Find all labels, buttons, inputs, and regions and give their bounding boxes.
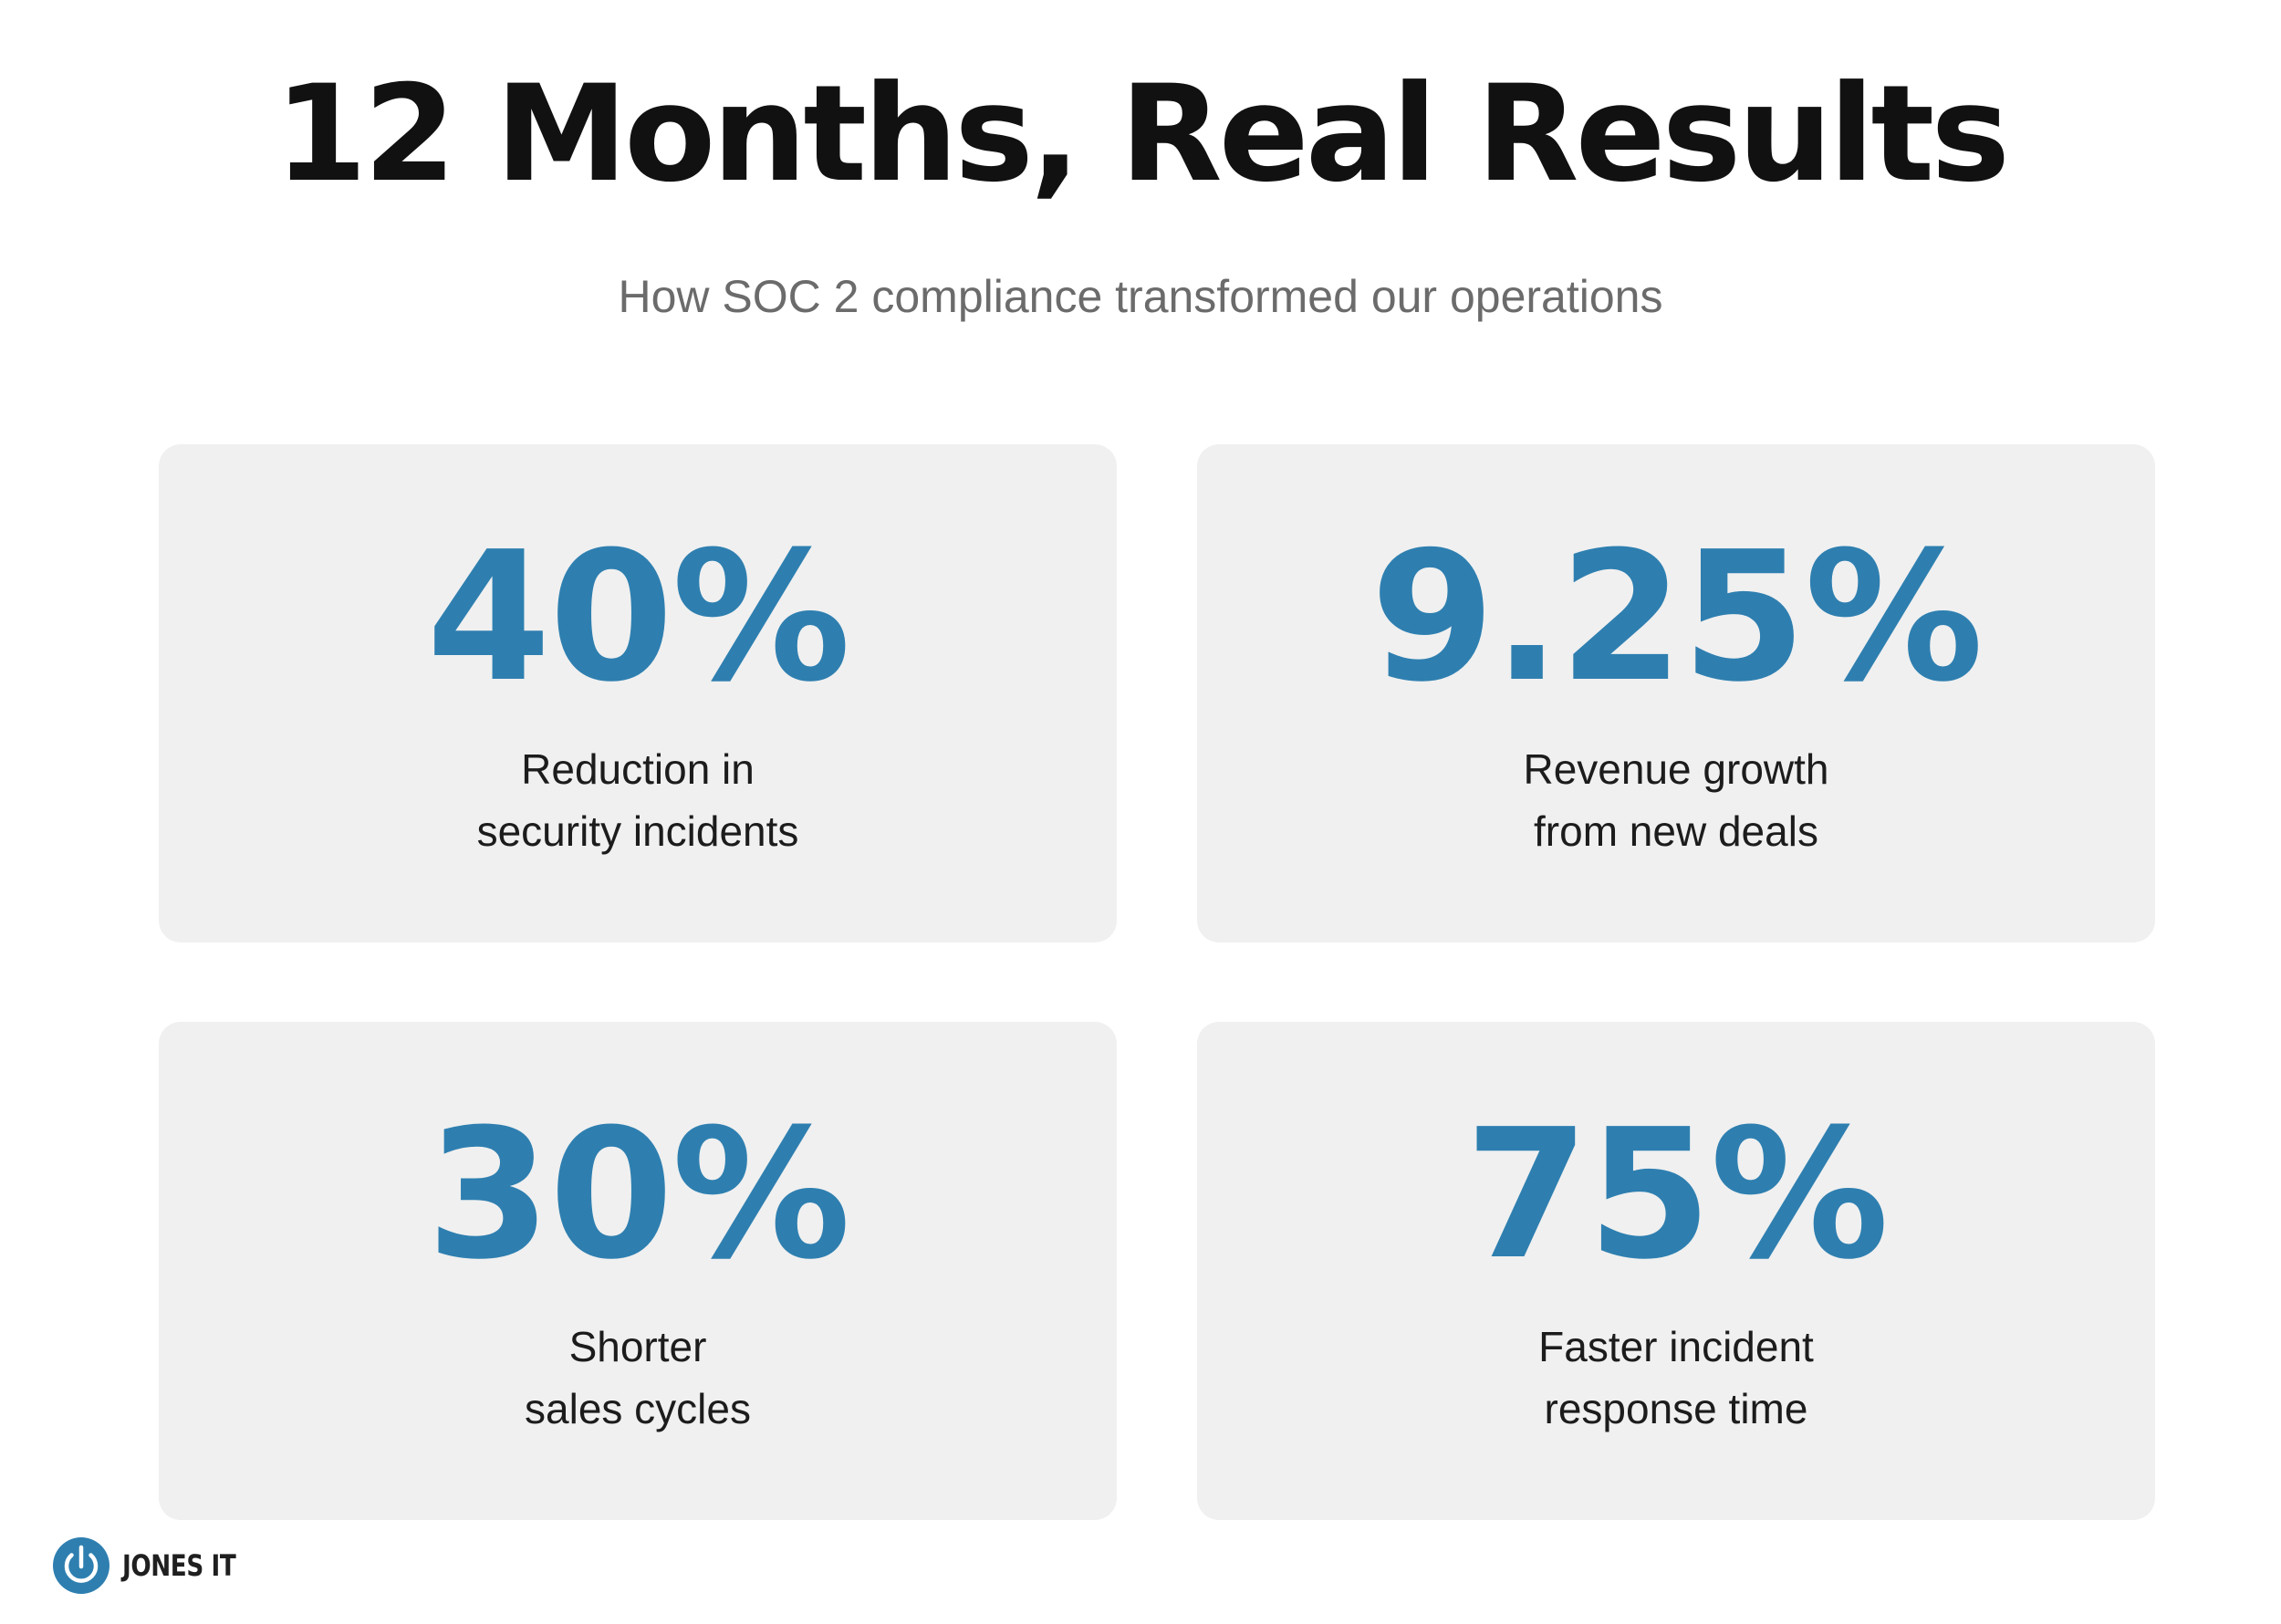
stat-label-line: security incidents (476, 807, 799, 855)
power-icon (53, 1537, 109, 1594)
stat-card-incident-response: 75% Faster incident response time (1197, 1022, 2155, 1520)
stat-label-line: response time (1544, 1385, 1808, 1432)
stat-label-line: sales cycles (525, 1385, 751, 1432)
stat-card-security-incidents: 40% Reduction in security incidents (159, 444, 1117, 942)
brand-logo: JONES IT (51, 1536, 261, 1596)
page-subtitle: How SOC 2 compliance transformed our ope… (618, 271, 1663, 322)
stat-value: 75% (1464, 1091, 1889, 1299)
stat-value: 9.25% (1370, 514, 1984, 722)
stat-card-revenue-growth: 9.25% Revenue growth from new deals (1197, 444, 2155, 942)
stat-label: Faster incident response time (1197, 1316, 2155, 1440)
stat-label-line: Revenue growth (1523, 745, 1829, 793)
brand-name: JONES IT (122, 1548, 236, 1583)
stat-label: Reduction in security incidents (159, 738, 1117, 862)
stat-label-line: Shorter (568, 1323, 707, 1370)
stat-label-line: from new deals (1534, 807, 1818, 855)
stat-label: Revenue growth from new deals (1197, 738, 2155, 862)
stat-value: 30% (426, 1091, 850, 1299)
stat-value: 40% (426, 514, 850, 722)
page-title: 12 Months, Real Results (274, 57, 2010, 212)
stat-label-line: Reduction in (521, 745, 755, 793)
stat-label-line: Faster incident (1538, 1323, 1814, 1370)
stat-card-sales-cycles: 30% Shorter sales cycles (159, 1022, 1117, 1520)
stat-label: Shorter sales cycles (159, 1316, 1117, 1440)
